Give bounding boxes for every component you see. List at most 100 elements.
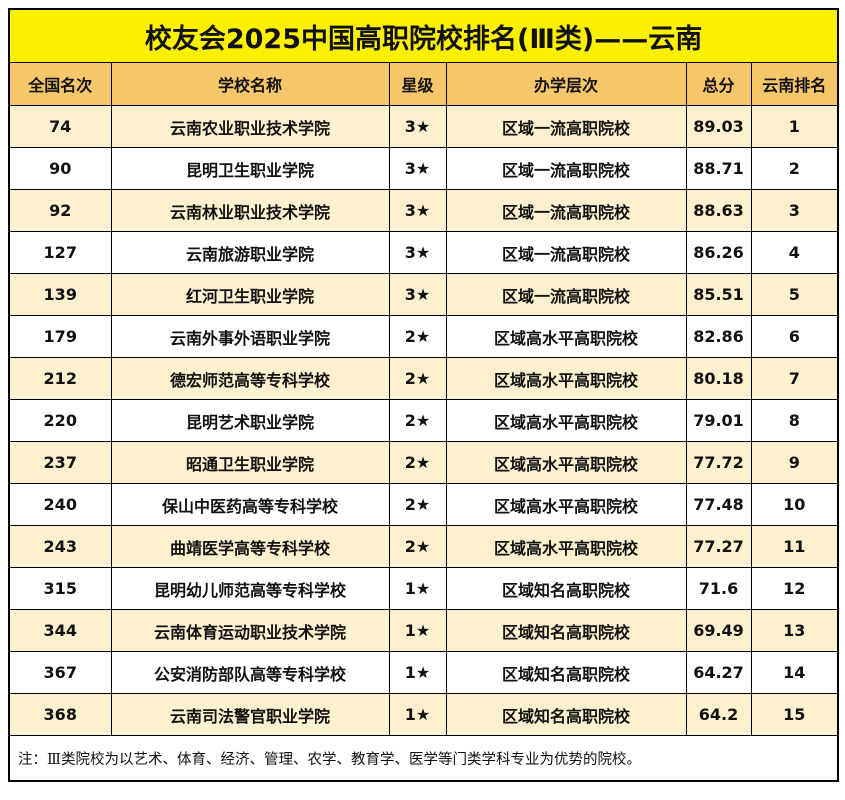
table-cell: 区域一流高职院校 bbox=[445, 147, 687, 190]
table-row: 237 昭通卫生职业学院 2★ 区域高水平高职院校 77.72 9 bbox=[8, 441, 839, 484]
table-cell: 368 bbox=[8, 693, 112, 736]
table-cell: 88.63 bbox=[685, 189, 752, 232]
table-cell: 9 bbox=[750, 441, 839, 484]
table-cell: 243 bbox=[8, 525, 112, 568]
table-cell: 保山中医药高等专科学校 bbox=[110, 483, 390, 526]
table-cell: 云南林业职业技术学院 bbox=[110, 189, 390, 232]
table-cell: 2★ bbox=[388, 315, 447, 358]
table-cell: 区域高水平高职院校 bbox=[445, 441, 687, 484]
table-cell: 79.01 bbox=[685, 399, 752, 442]
table-cell: 1★ bbox=[388, 693, 447, 736]
column-header: 全国名次 bbox=[8, 62, 112, 106]
table-row: 368 云南司法警官职业学院 1★ 区域知名高职院校 64.2 15 bbox=[8, 693, 839, 736]
column-header: 办学层次 bbox=[445, 62, 687, 106]
table-cell: 3 bbox=[750, 189, 839, 232]
column-header: 星级 bbox=[388, 62, 447, 106]
table-cell: 71.6 bbox=[685, 567, 752, 610]
table-cell: 90 bbox=[8, 147, 112, 190]
table-row: 315 昆明幼儿师范高等专科学校 1★ 区域知名高职院校 71.6 12 bbox=[8, 567, 839, 610]
table-cell: 区域知名高职院校 bbox=[445, 567, 687, 610]
table-cell: 15 bbox=[750, 693, 839, 736]
table-cell: 69.49 bbox=[685, 609, 752, 652]
table-cell: 区域一流高职院校 bbox=[445, 273, 687, 316]
table-cell: 云南外事外语职业学院 bbox=[110, 315, 390, 358]
table-cell: 77.72 bbox=[685, 441, 752, 484]
table-cell: 区域一流高职院校 bbox=[445, 189, 687, 232]
table-row: 74 云南农业职业技术学院 3★ 区域一流高职院校 89.03 1 bbox=[8, 105, 839, 148]
table-row: 212 德宏师范高等专科学校 2★ 区域高水平高职院校 80.18 7 bbox=[8, 357, 839, 400]
table-cell: 77.27 bbox=[685, 525, 752, 568]
table-cell: 92 bbox=[8, 189, 112, 232]
table-row: 139 红河卫生职业学院 3★ 区域一流高职院校 85.51 5 bbox=[8, 273, 839, 316]
table-body: 校友会2025中国高职院校排名(Ⅲ类)——云南 全国名次 学校名称 星级 办学层次 总分… bbox=[8, 8, 839, 782]
table-cell: 14 bbox=[750, 651, 839, 694]
table-cell: 8 bbox=[750, 399, 839, 442]
table-cell: 昭通卫生职业学院 bbox=[110, 441, 390, 484]
table-cell: 212 bbox=[8, 357, 112, 400]
table-cell: 10 bbox=[750, 483, 839, 526]
table-cell: 237 bbox=[8, 441, 112, 484]
column-header: 学校名称 bbox=[110, 62, 390, 106]
table-cell: 3★ bbox=[388, 231, 447, 274]
table-cell: 220 bbox=[8, 399, 112, 442]
table-cell: 曲靖医学高等专科学校 bbox=[110, 525, 390, 568]
table-cell: 2★ bbox=[388, 399, 447, 442]
table-cell: 德宏师范高等专科学校 bbox=[110, 357, 390, 400]
table-cell: 红河卫生职业学院 bbox=[110, 273, 390, 316]
table-cell: 区域高水平高职院校 bbox=[445, 525, 687, 568]
table-cell: 昆明卫生职业学院 bbox=[110, 147, 390, 190]
table-cell: 区域一流高职院校 bbox=[445, 105, 687, 148]
table-cell: 6 bbox=[750, 315, 839, 358]
table-row: 92 云南林业职业技术学院 3★ 区域一流高职院校 88.63 3 bbox=[8, 189, 839, 232]
table-cell: 77.48 bbox=[685, 483, 752, 526]
table-cell: 86.26 bbox=[685, 231, 752, 274]
table-cell: 区域高水平高职院校 bbox=[445, 483, 687, 526]
table-cell: 区域高水平高职院校 bbox=[445, 399, 687, 442]
table-row: 179 云南外事外语职业学院 2★ 区域高水平高职院校 82.86 6 bbox=[8, 315, 839, 358]
header-row: 全国名次 学校名称 星级 办学层次 总分 云南排名 bbox=[8, 62, 839, 106]
column-header: 云南排名 bbox=[750, 62, 839, 106]
table-cell: 11 bbox=[750, 525, 839, 568]
table-row: 367 公安消防部队高等专科学校 1★ 区域知名高职院校 64.27 14 bbox=[8, 651, 839, 694]
table-cell: 2★ bbox=[388, 357, 447, 400]
table-cell: 1★ bbox=[388, 609, 447, 652]
table-cell: 367 bbox=[8, 651, 112, 694]
table-cell: 2★ bbox=[388, 441, 447, 484]
table-cell: 139 bbox=[8, 273, 112, 316]
table-cell: 区域知名高职院校 bbox=[445, 651, 687, 694]
title-row: 校友会2025中国高职院校排名(Ⅲ类)——云南 bbox=[8, 8, 839, 63]
table-cell: 74 bbox=[8, 105, 112, 148]
table-cell: 2★ bbox=[388, 483, 447, 526]
table-cell: 3★ bbox=[388, 273, 447, 316]
table-cell: 昆明幼儿师范高等专科学校 bbox=[110, 567, 390, 610]
table-cell: 64.2 bbox=[685, 693, 752, 736]
table-cell: 云南体育运动职业技术学院 bbox=[110, 609, 390, 652]
table-row: 90 昆明卫生职业学院 3★ 区域一流高职院校 88.71 2 bbox=[8, 147, 839, 190]
table-cell: 区域知名高职院校 bbox=[445, 693, 687, 736]
table-cell: 区域一流高职院校 bbox=[445, 231, 687, 274]
table-cell: 云南农业职业技术学院 bbox=[110, 105, 390, 148]
table-cell: 云南旅游职业学院 bbox=[110, 231, 390, 274]
table-cell: 2 bbox=[750, 147, 839, 190]
note: 注：Ⅲ类院校为以艺术、体育、经济、管理、农学、教育学、医学等门类学科专业为优势的… bbox=[8, 735, 839, 782]
table-row: 127 云南旅游职业学院 3★ 区域一流高职院校 86.26 4 bbox=[8, 231, 839, 274]
table-cell: 88.71 bbox=[685, 147, 752, 190]
table-cell: 2★ bbox=[388, 525, 447, 568]
table-cell: 85.51 bbox=[685, 273, 752, 316]
table-cell: 82.86 bbox=[685, 315, 752, 358]
table-cell: 1 bbox=[750, 105, 839, 148]
table-cell: 1★ bbox=[388, 567, 447, 610]
table-cell: 179 bbox=[8, 315, 112, 358]
table-row: 240 保山中医药高等专科学校 2★ 区域高水平高职院校 77.48 10 bbox=[8, 483, 839, 526]
table-row: 220 昆明艺术职业学院 2★ 区域高水平高职院校 79.01 8 bbox=[8, 399, 839, 442]
table-row: 243 曲靖医学高等专科学校 2★ 区域高水平高职院校 77.27 11 bbox=[8, 525, 839, 568]
table-cell: 4 bbox=[750, 231, 839, 274]
table-cell: 1★ bbox=[388, 651, 447, 694]
table-cell: 区域高水平高职院校 bbox=[445, 315, 687, 358]
ranking-sheet: 校友会2025中国高职院校排名(Ⅲ类)——云南 全国名次 学校名称 星级 办学层次 总分… bbox=[8, 8, 840, 782]
table-cell: 3★ bbox=[388, 189, 447, 232]
column-header: 总分 bbox=[685, 62, 752, 106]
table-cell: 5 bbox=[750, 273, 839, 316]
table-cell: 13 bbox=[750, 609, 839, 652]
table-cell: 64.27 bbox=[685, 651, 752, 694]
